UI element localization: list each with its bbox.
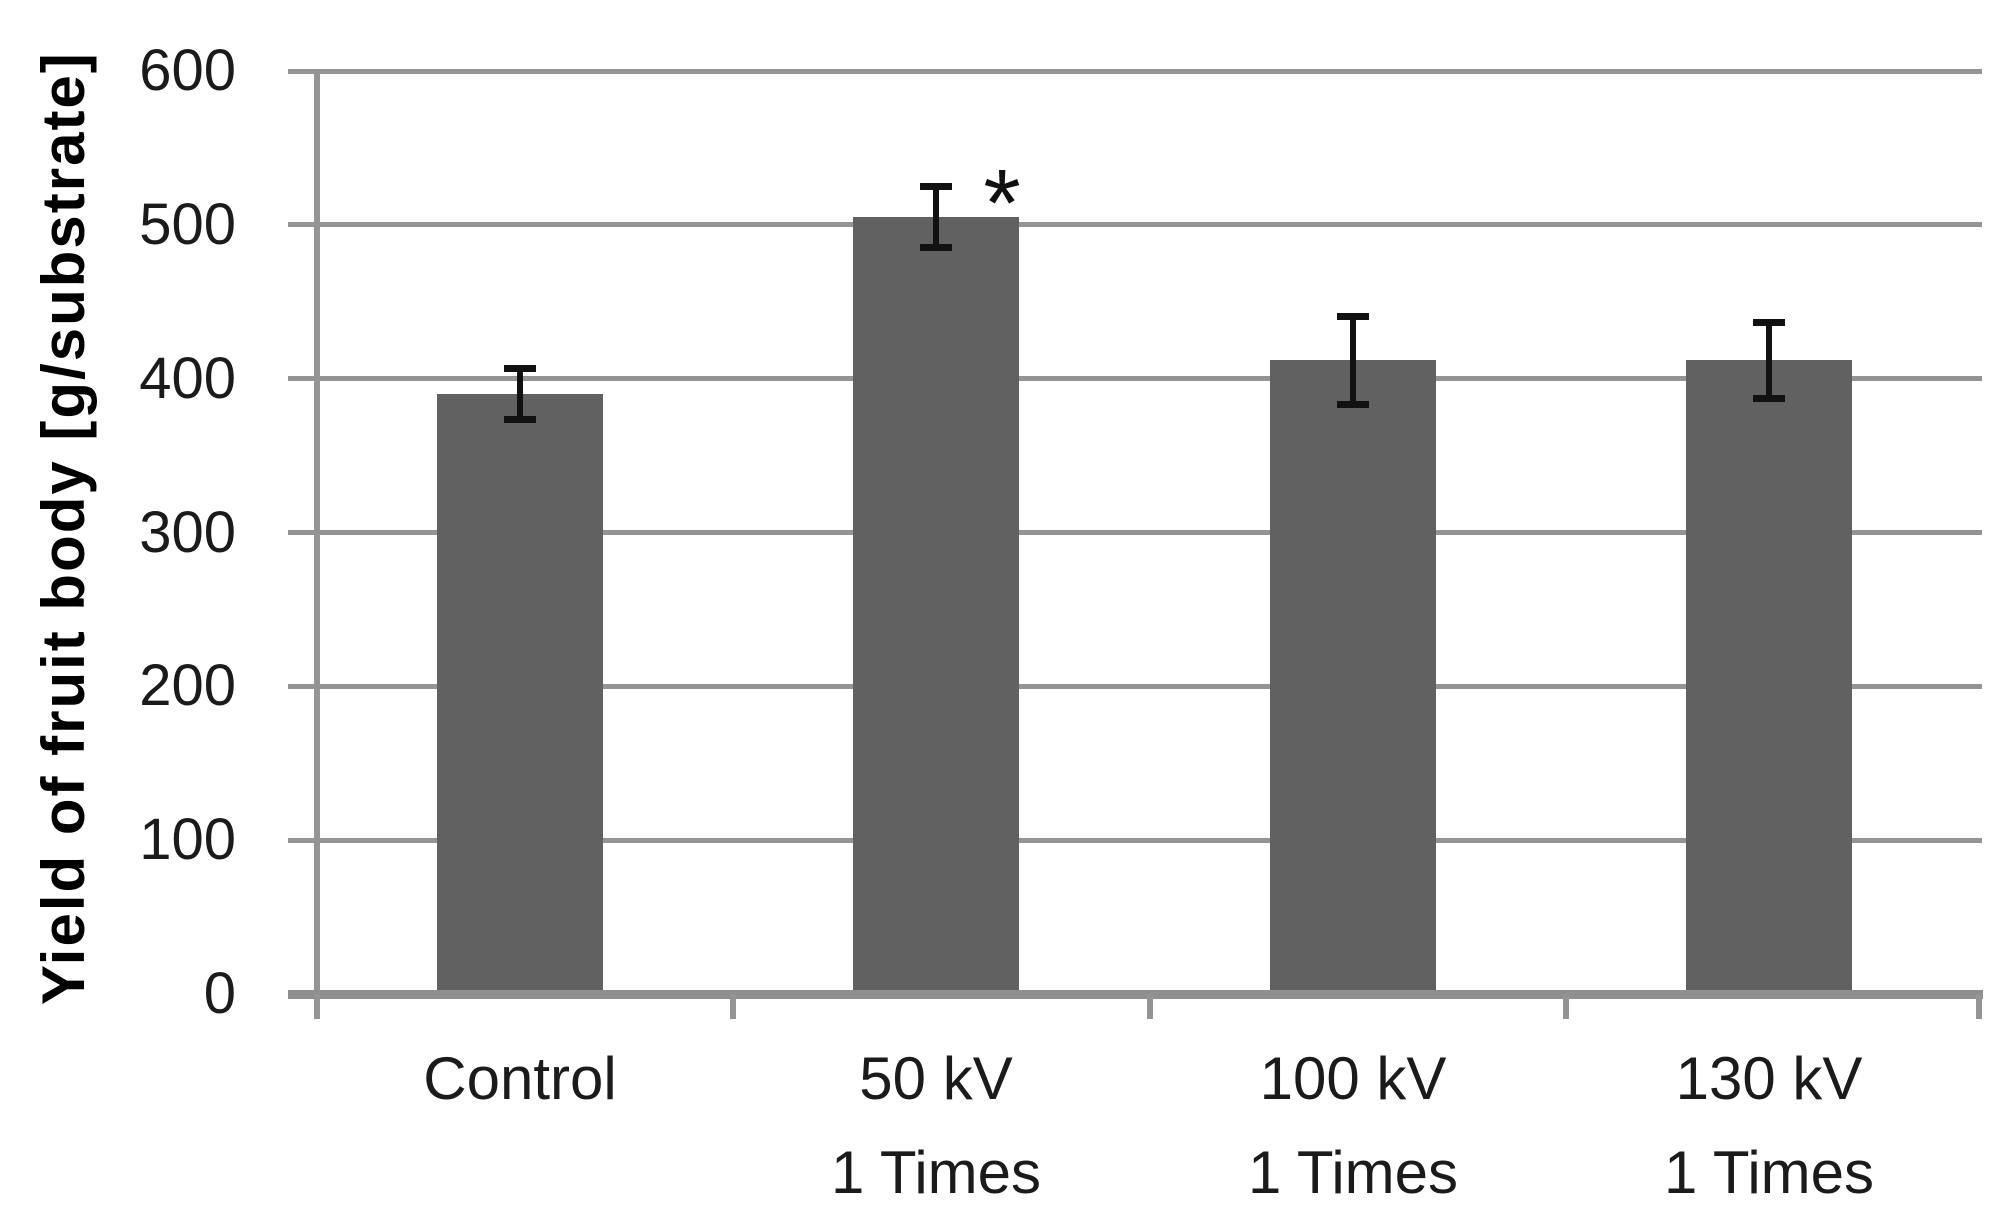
- error-bar-line: [933, 186, 939, 248]
- x-category-label: Control: [423, 1045, 617, 1112]
- y-tick-label: 0: [203, 961, 236, 1026]
- bar: [1270, 360, 1436, 997]
- error-bar-line: [1766, 322, 1772, 399]
- x-tick-mark: [314, 994, 320, 1019]
- x-category-label: 50 kV: [859, 1045, 1013, 1112]
- error-bar-cap-bottom: [1753, 395, 1785, 402]
- error-bar-cap-top: [504, 365, 536, 372]
- bar: [1686, 360, 1852, 997]
- error-bar-cap-bottom: [920, 244, 952, 251]
- x-tick-mark: [1563, 994, 1569, 1019]
- y-tick-label: 400: [139, 346, 236, 411]
- y-tick-label: 100: [139, 807, 236, 872]
- bar: [853, 217, 1019, 997]
- gridline: [288, 838, 1982, 843]
- y-axis-line: [314, 69, 320, 1019]
- x-tick-mark: [1976, 994, 1982, 1019]
- gridline: [288, 69, 1982, 74]
- y-tick-label: 600: [139, 38, 236, 103]
- error-bar-line: [1350, 316, 1356, 405]
- bar: [437, 394, 603, 997]
- gridline: [288, 222, 1982, 227]
- error-bar-cap-bottom: [504, 416, 536, 423]
- error-bar-cap-top: [1753, 319, 1785, 326]
- significance-asterisk: *: [983, 150, 1021, 257]
- x-axis-line: [288, 990, 1983, 999]
- y-tick-label: 500: [139, 192, 236, 257]
- gridline: [288, 376, 1982, 381]
- x-category-label: 100 kV: [1259, 1045, 1447, 1112]
- gridline: [288, 684, 1982, 689]
- x-tick-mark: [1147, 994, 1153, 1019]
- y-tick-label: 300: [139, 500, 236, 565]
- error-bar-cap-top: [920, 183, 952, 190]
- y-tick-label: 200: [139, 653, 236, 718]
- gridline: [288, 530, 1982, 535]
- error-bar-cap-bottom: [1337, 401, 1369, 408]
- error-bar-cap-top: [1337, 313, 1369, 320]
- error-bar-line: [517, 368, 523, 420]
- x-category-sublabel: 1 Times: [1663, 1139, 1875, 1206]
- x-category-sublabel: 1 Times: [830, 1139, 1042, 1206]
- x-category-sublabel: 1 Times: [1247, 1139, 1459, 1206]
- x-category-label: 130 kV: [1675, 1045, 1863, 1112]
- x-tick-mark: [730, 994, 736, 1019]
